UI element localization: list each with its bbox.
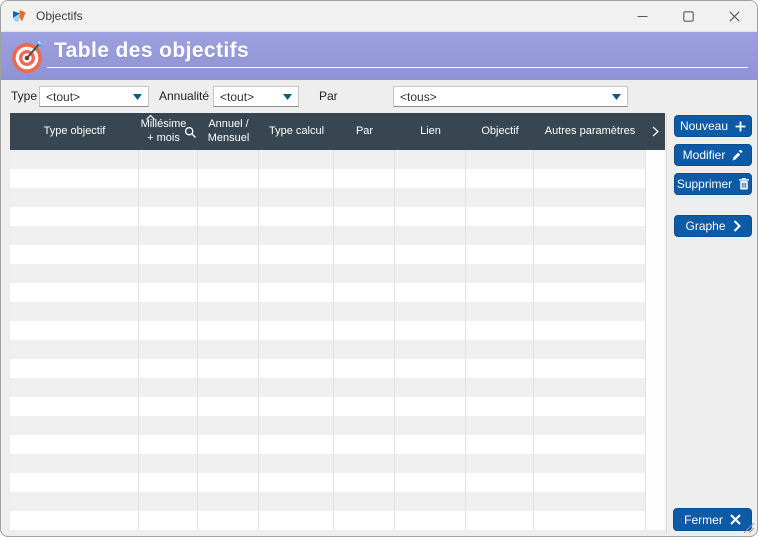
table-row[interactable]: [10, 378, 646, 397]
graphe-button[interactable]: Graphe: [674, 215, 752, 237]
table-row[interactable]: [10, 454, 646, 473]
close-button[interactable]: [711, 1, 757, 32]
table-row[interactable]: [10, 321, 646, 340]
column-header-lien[interactable]: Lien: [420, 124, 441, 137]
table-body: [10, 150, 665, 530]
column-header-objectif[interactable]: Objectif: [481, 124, 519, 137]
fermer-button[interactable]: Fermer: [673, 508, 752, 531]
table-rows: [10, 150, 646, 530]
fermer-button-label: Fermer: [684, 512, 723, 527]
target-icon: [12, 39, 43, 73]
filter-par-label: Par: [319, 89, 338, 103]
panel-divider: [666, 113, 667, 534]
table-row[interactable]: [10, 207, 646, 226]
banner-title-underline: Table des objectifs: [47, 34, 748, 68]
table-row[interactable]: [10, 511, 646, 530]
x-icon: [730, 514, 741, 525]
chevron-down-icon: [133, 93, 142, 100]
column-header-autres-parametres[interactable]: Autres paramètres: [544, 124, 636, 137]
table-row[interactable]: [10, 188, 646, 207]
filter-type-label: Type: [11, 89, 38, 103]
supprimer-button[interactable]: Supprimer: [674, 173, 752, 195]
table-row[interactable]: [10, 245, 646, 264]
plus-icon: [735, 121, 746, 131]
table-row[interactable]: [10, 416, 646, 435]
banner: Table des objectifs: [1, 32, 757, 80]
table-row[interactable]: [10, 264, 646, 283]
supprimer-button-label: Supprimer: [676, 177, 733, 191]
window-controls: [619, 1, 757, 32]
maximize-button[interactable]: [665, 1, 711, 32]
sort-ascending-icon: [146, 115, 155, 120]
chevron-right-icon: [733, 220, 741, 232]
filter-type-value: <tout>: [46, 89, 81, 104]
column-header-type-calcul[interactable]: Type calcul: [268, 124, 325, 137]
page-title: Table des objectifs: [54, 38, 250, 62]
graphe-button-label: Graphe: [685, 219, 726, 233]
filter-annualite-select[interactable]: <tout>: [213, 86, 299, 107]
table-row[interactable]: [10, 359, 646, 378]
table-row[interactable]: [10, 169, 646, 188]
nouveau-button[interactable]: Nouveau: [674, 115, 752, 137]
pencil-icon: [732, 149, 743, 160]
column-header-millesime-mois[interactable]: Millésime + mois: [139, 113, 198, 150]
app-logo-icon: [13, 10, 26, 22]
table-row[interactable]: [10, 435, 646, 454]
chevron-down-icon: [612, 93, 621, 100]
filter-type-select[interactable]: <tout>: [39, 86, 149, 107]
filter-bar: Type <tout> Annualité <tout> Par <tous>: [1, 80, 757, 113]
titlebar: Objectifs: [1, 1, 757, 32]
trash-icon: [739, 178, 750, 190]
search-icon[interactable]: [184, 126, 197, 139]
table-header: Type objectif Millésime + mois Annuel / …: [10, 113, 665, 150]
chevron-down-icon: [283, 93, 292, 100]
resize-grip[interactable]: [742, 521, 755, 534]
filter-annualite-label: Annualité: [159, 89, 210, 103]
table-row[interactable]: [10, 283, 646, 302]
table-row[interactable]: [10, 226, 646, 245]
minimize-button[interactable]: [619, 1, 665, 32]
table-row[interactable]: [10, 150, 646, 169]
filter-par-value: <tous>: [400, 89, 437, 104]
table-row[interactable]: [10, 302, 646, 321]
table-row[interactable]: [10, 473, 646, 492]
column-header-par[interactable]: Par: [355, 124, 374, 137]
more-columns-chevron-icon[interactable]: [646, 113, 665, 150]
column-header-annuel-mensuel[interactable]: Annuel / Mensuel: [207, 118, 250, 144]
table-row[interactable]: [10, 340, 646, 359]
filter-par-select[interactable]: <tous>: [393, 86, 628, 107]
filter-annualite-value: <tout>: [220, 89, 255, 104]
nouveau-button-label: Nouveau: [679, 119, 729, 133]
modifier-button[interactable]: Modifier: [674, 144, 752, 166]
window-title: Objectifs: [36, 9, 83, 23]
modifier-button-label: Modifier: [682, 148, 726, 162]
table-row[interactable]: [10, 397, 646, 416]
table-row[interactable]: [10, 492, 646, 511]
column-header-type-objectif[interactable]: Type objectif: [43, 124, 106, 137]
